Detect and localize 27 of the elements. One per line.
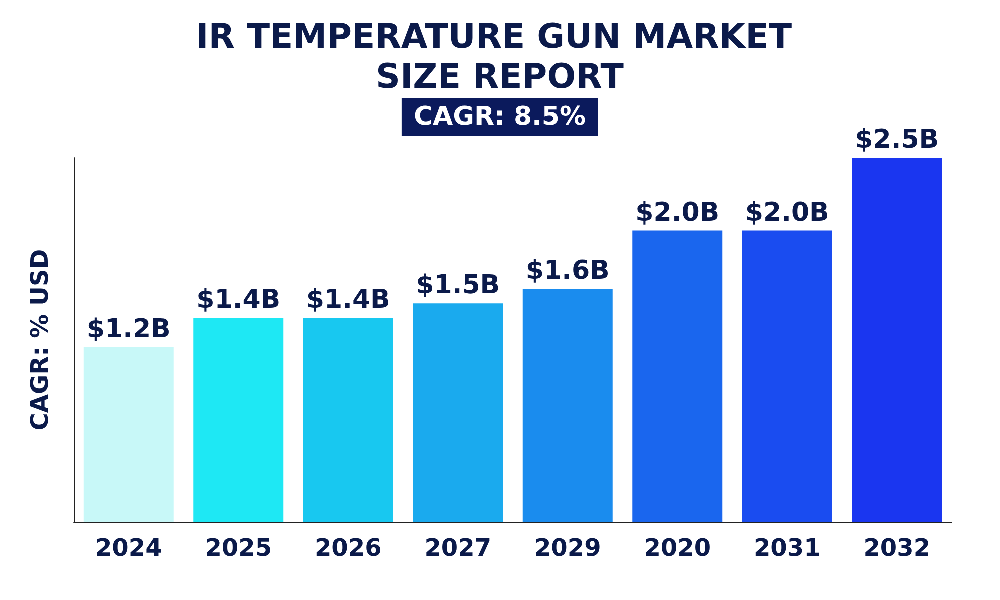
- x-tick-label: 2032: [864, 534, 931, 562]
- x-tick-label: 2031: [754, 534, 821, 562]
- data-label: $1.4B: [306, 285, 390, 316]
- x-tick-label: 2027: [424, 534, 492, 562]
- y-axis-title: CAGR: % USD: [26, 249, 54, 431]
- chart-title: IR TEMPERATURE GUN MARKET SIZE REPORT: [196, 17, 804, 97]
- data-label: $2.0B: [636, 198, 720, 228]
- bar: [413, 304, 504, 522]
- bar: [303, 318, 394, 522]
- bar: [632, 230, 723, 522]
- bar: [194, 318, 284, 522]
- data-label: $1.6B: [526, 256, 610, 286]
- chart-subtitle: CAGR: 8.5%: [414, 102, 586, 132]
- x-tick-label: 2026: [314, 534, 382, 562]
- data-label: $1.5B: [416, 270, 500, 301]
- data-label: $1.2B: [86, 314, 171, 344]
- data-label: $2.0B: [745, 198, 830, 228]
- x-tick-label: 2025: [205, 534, 272, 562]
- x-tick-label: 2024: [95, 534, 162, 562]
- x-tick-label: 2029: [534, 534, 602, 562]
- data-label: $1.4B: [196, 285, 281, 316]
- bar: [742, 230, 832, 522]
- bar: [522, 289, 613, 522]
- bar: [84, 347, 174, 522]
- x-tick-label: 2020: [644, 534, 712, 562]
- data-label: $2.5B: [855, 125, 940, 155]
- bar: [852, 158, 942, 522]
